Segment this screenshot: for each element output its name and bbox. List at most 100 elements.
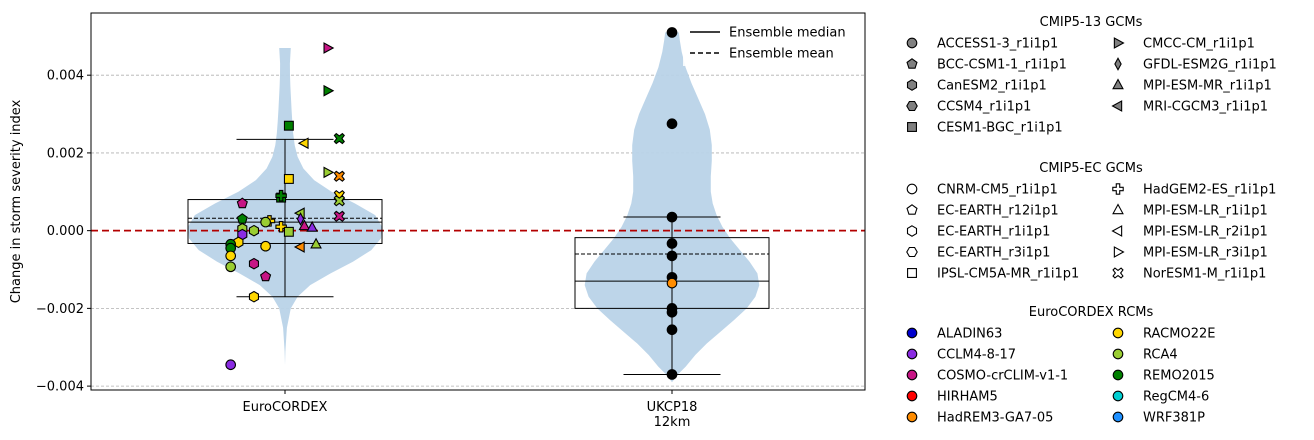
- data-point: [666, 250, 678, 262]
- legend-marker: [906, 79, 918, 91]
- legend-marker: [1112, 203, 1124, 215]
- legend-marker: [906, 327, 918, 339]
- legend-marker: [1112, 183, 1124, 195]
- legend-marker: [1112, 369, 1124, 381]
- legend-marker: [907, 122, 917, 132]
- legend-label: CMCC-CM_r1i1p1: [1143, 37, 1255, 52]
- legend-marker: [906, 348, 918, 360]
- legend-label: ACCESS1-3_r1i1p1: [937, 37, 1058, 52]
- data-point: [666, 27, 678, 38]
- legend-marker: [1113, 37, 1125, 49]
- axes-frame: [90, 12, 866, 391]
- data-point: [275, 221, 287, 233]
- data-point: [225, 261, 237, 273]
- legend-label: ALADIN63: [937, 327, 1002, 342]
- legend-label: HIRHAM5: [937, 390, 998, 405]
- legend-label: CanESM2_r1i1p1: [937, 79, 1047, 94]
- data-point: [333, 132, 345, 145]
- legend-marker: [906, 204, 918, 215]
- y-tick-label: −0.002: [36, 302, 84, 317]
- plot-inner: [91, 32, 865, 387]
- legend-marker: [906, 183, 918, 195]
- data-point: [666, 277, 678, 289]
- legend-label: RACMO22E: [1143, 327, 1215, 342]
- data-point: [233, 236, 244, 249]
- data-point: [306, 220, 319, 232]
- legend-marker: [1111, 100, 1123, 112]
- data-point: [260, 240, 271, 252]
- legend-marker: [1114, 57, 1122, 71]
- data-point: [323, 166, 335, 179]
- legend-group-title: EuroCORDEX RCMs: [1029, 305, 1154, 320]
- legend-marker: [906, 37, 918, 49]
- data-point: [666, 369, 678, 380]
- legend-marker: [906, 225, 918, 237]
- data-point: [260, 216, 271, 228]
- data-point: [225, 359, 237, 371]
- legend-marker: [906, 58, 918, 69]
- data-point: [283, 226, 294, 237]
- data-point: [323, 42, 335, 54]
- data-point: [310, 237, 322, 249]
- legend-marker: [906, 100, 918, 112]
- data-point: [323, 84, 335, 97]
- legend-marker: [1112, 267, 1124, 279]
- data-point: [248, 257, 260, 270]
- legend-marker: [1112, 411, 1124, 423]
- legend-label: EC-EARTH_r12i1p1: [937, 204, 1059, 219]
- data-point: [248, 290, 260, 303]
- legend-label: EC-EARTH_r3i1p1: [937, 246, 1050, 261]
- legend-label: CCLM4-8-17: [937, 348, 1016, 363]
- data-point: [297, 137, 309, 150]
- data-point: [248, 224, 260, 237]
- data-point: [225, 250, 237, 262]
- y-tick-label: 0.002: [47, 146, 84, 161]
- data-point: [666, 118, 678, 130]
- data-point: [283, 120, 294, 131]
- data-point: [260, 270, 272, 282]
- inline-legend-label: Ensemble median: [729, 26, 846, 41]
- y-axis-label: Change in storm severity index: [9, 99, 24, 303]
- data-point: [275, 189, 287, 202]
- data-point: [666, 306, 678, 318]
- legend-label: GFDL-ESM2G_r1i1p1: [1143, 58, 1277, 73]
- legend-group-title: CMIP5-EC GCMs: [1039, 161, 1143, 176]
- data-point: [666, 324, 678, 336]
- y-tick-label: −0.004: [36, 380, 84, 395]
- legend-marker: [906, 369, 918, 381]
- data-point: [666, 211, 678, 223]
- legend-group-title: CMIP5-13 GCMs: [1040, 15, 1143, 30]
- y-tick-label: 0.004: [47, 69, 84, 84]
- legend-marker: [1112, 327, 1124, 339]
- data-point: [296, 212, 305, 226]
- legend-label: IPSL-CM5A-MR_r1i1p1: [937, 267, 1079, 282]
- legend-marker: [1112, 390, 1124, 402]
- legend-marker: [1112, 78, 1124, 90]
- plot-area: −0.004 −0.002 0.000 0.002 0.004 EuroCORDEX UKC…: [9, 12, 866, 430]
- y-tick-label: 0.000: [47, 224, 84, 239]
- data-point: [333, 170, 345, 182]
- legend-label: BCC-CSM1-1_r1i1p1: [937, 58, 1067, 73]
- legend-label: MPI-ESM-MR_r1i1p1: [1143, 79, 1272, 94]
- legend-marker: [906, 246, 918, 258]
- legend-label: COSMO-crCLIM-v1-1: [937, 369, 1068, 384]
- inline-legend-label: Ensemble mean: [729, 47, 834, 62]
- legend-label: HadGEM2-ES_r1i1p1: [1143, 183, 1276, 198]
- x-tick-label: 12km: [654, 415, 691, 430]
- legend-marker: [906, 411, 918, 423]
- x-tick-label: EuroCORDEX: [243, 400, 328, 415]
- data-point: [333, 195, 345, 207]
- data-point: [293, 241, 305, 253]
- inline-legend-box: [683, 18, 861, 66]
- side-legend: CMIP5-13 GCMs ACCESS1-3_r1i1p1 BCC-CSM1-1_…: [906, 15, 1277, 426]
- legend-marker: [1111, 225, 1123, 237]
- legend-label: HadREM3-GA7-05: [937, 411, 1053, 426]
- data-point: [666, 238, 678, 249]
- legend-marker: [1112, 348, 1124, 360]
- data-point: [236, 197, 248, 209]
- legend-label: CNRM-CM5_r1i1p1: [937, 183, 1058, 198]
- violin-body: [584, 32, 760, 383]
- data-point: [298, 219, 311, 231]
- legend-label: CCSM4_r1i1p1: [937, 100, 1031, 115]
